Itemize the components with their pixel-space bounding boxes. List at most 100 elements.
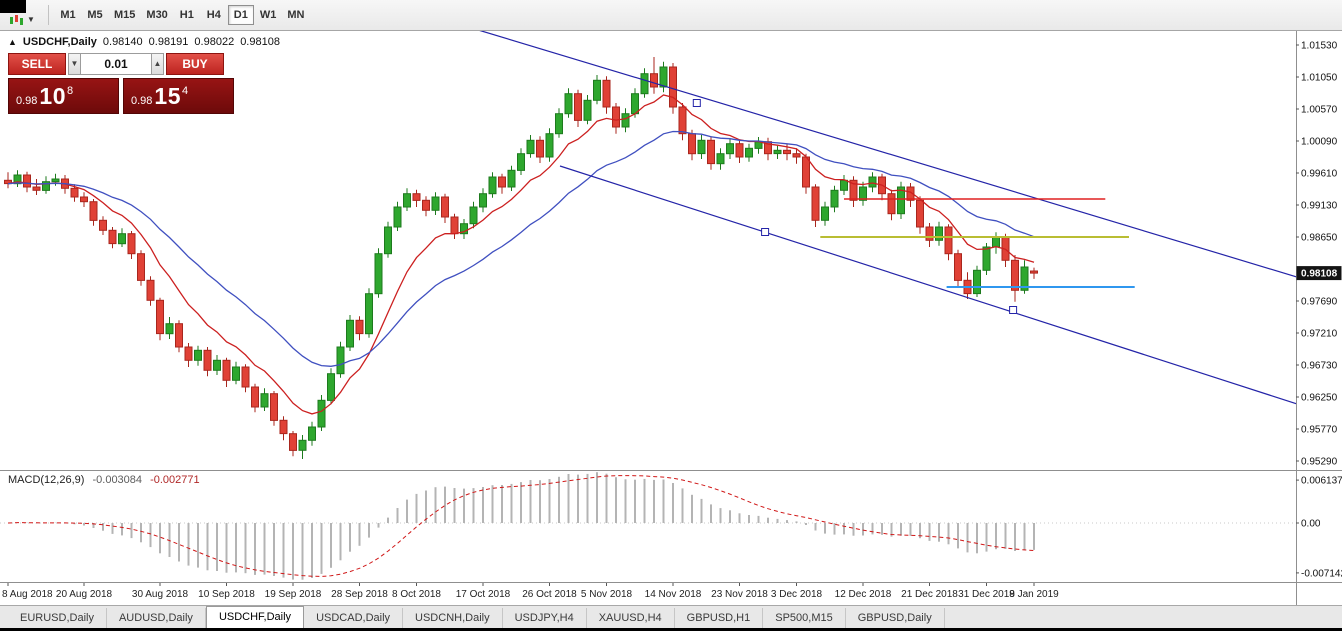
trendline-handle[interactable]: [1009, 306, 1018, 314]
volume-input[interactable]: [81, 53, 151, 75]
trendline-handle[interactable]: [761, 228, 770, 236]
descending-channel-lower[interactable]: [559, 165, 1296, 405]
toolbar-separator: [48, 5, 49, 25]
buy-price-display[interactable]: 0.98 15 4: [123, 78, 234, 114]
date-tick-label: 30 Aug 2018: [132, 589, 189, 600]
timeframe-button-d1[interactable]: D1: [227, 5, 254, 25]
price-tick-label: 0.95290: [1301, 457, 1338, 468]
current-price-value: 0.98108: [1301, 269, 1338, 280]
chart-tab-usdjpy-h4[interactable]: USDJPY,H4: [503, 608, 587, 628]
timeframe-button-m5[interactable]: M5: [82, 5, 108, 25]
low-value: 0.98022: [194, 36, 235, 48]
price-tick-label: 0.96730: [1301, 361, 1338, 372]
date-tick-label: 17 Oct 2018: [456, 589, 511, 600]
sell-price-display[interactable]: 0.98 10 8: [8, 78, 119, 114]
date-tick-label: 19 Sep 2018: [265, 589, 322, 600]
macd-tick-label: -0.007142: [1301, 568, 1342, 579]
current-price-badge: [1296, 266, 1342, 281]
volume-decrease-button[interactable]: ▼: [68, 53, 81, 75]
date-tick-label: 31 Dec 2018: [958, 589, 1015, 600]
macd-tick-label: 0.006137: [1301, 476, 1342, 487]
price-tick-label: 1.00570: [1301, 105, 1338, 116]
sell-price-sup: 8: [67, 84, 74, 97]
timeframe-button-h1[interactable]: H1: [174, 5, 200, 25]
close-value: 0.98108: [240, 36, 280, 48]
ma-fast-line[interactable]: [7, 94, 1035, 415]
timeframe-button-m30[interactable]: M30: [141, 5, 172, 25]
price-tick-label: 0.97210: [1301, 329, 1338, 340]
timeframe-button-m1[interactable]: M1: [55, 5, 81, 25]
date-tick-label: 20 Aug 2018: [56, 589, 113, 600]
timeframe-button-h4[interactable]: H4: [201, 5, 227, 25]
date-tick-label: 8 Oct 2018: [392, 589, 441, 600]
date-tick-label: 28 Sep 2018: [331, 589, 388, 600]
buy-button[interactable]: BUY: [166, 53, 224, 75]
macd-name: MACD(12,26,9): [8, 474, 85, 486]
date-tick-label: 14 Nov 2018: [645, 589, 702, 600]
open-value: 0.98140: [102, 36, 143, 48]
high-value: 0.98191: [148, 36, 189, 48]
buy-price-big: 15: [154, 82, 182, 109]
trendline-handle[interactable]: [692, 99, 701, 107]
price-tick-label: 0.95770: [1301, 425, 1338, 436]
triangle-up-icon: ▲: [153, 59, 162, 68]
date-tick-label: 9 Jan 2019: [1009, 589, 1059, 600]
date-axis: 8 Aug 2018 20 Aug 2018 30 Aug 2018 10 Sep 2…: [2, 583, 1059, 600]
date-tick-label: 12 Dec 2018: [835, 589, 892, 600]
chart-tab-usdchf-daily[interactable]: USDCHF,Daily: [205, 606, 305, 628]
price-tick-label: 1.01530: [1301, 41, 1338, 52]
macd-tick-label: 0.00: [1301, 519, 1321, 530]
one-click-collapse-icon[interactable]: ▲: [8, 37, 17, 47]
macd-pane: [0, 472, 1296, 580]
price-tick-label: 0.99130: [1301, 201, 1338, 212]
one-click-trading-panel: SELL ▼ ▲ BUY 0.98 10 8 0.98 15 4: [8, 53, 234, 114]
chart-tab-audusd-daily[interactable]: AUDUSD,Daily: [107, 608, 206, 628]
date-tick-label: 3 Dec 2018: [771, 589, 823, 600]
timeframe-button-w1[interactable]: W1: [255, 5, 282, 25]
price-tick-label: 0.97690: [1301, 297, 1338, 308]
date-tick-label: 23 Nov 2018: [711, 589, 768, 600]
price-tick-label: 1.01050: [1301, 73, 1338, 84]
macd-signal-value: -0.002771: [150, 474, 200, 486]
chart-tab-eurusd-daily[interactable]: EURUSD,Daily: [8, 608, 107, 628]
chart-tab-usdcnh-daily[interactable]: USDCNH,Daily: [403, 608, 503, 628]
chart-tab-usdcad-daily[interactable]: USDCAD,Daily: [304, 608, 404, 628]
descending-channel-upper[interactable]: [478, 30, 1296, 278]
date-tick-label: 8 Aug 2018: [2, 589, 53, 600]
buy-price-prefix: 0.98: [131, 94, 153, 107]
candlestick-chart-icon: [10, 15, 23, 25]
chevron-down-icon: ▼: [27, 15, 35, 24]
chart-tab-gbpusd-daily[interactable]: GBPUSD,Daily: [846, 608, 945, 628]
chart-tab-xauusd-h4[interactable]: XAUUSD,H4: [587, 608, 675, 628]
ma-slow-line[interactable]: [7, 130, 1035, 367]
sell-price-prefix: 0.98: [16, 94, 38, 107]
macd-value: -0.003084: [92, 474, 143, 486]
window-corner: [0, 0, 26, 13]
price-axis: 1.01530 1.01050 1.00570 1.00090 0.99610 0.991…: [1296, 41, 1342, 468]
chart-tab-gbpusd-h1[interactable]: GBPUSD,H1: [675, 608, 764, 628]
triangle-down-icon: ▼: [70, 59, 79, 68]
sell-button[interactable]: SELL: [8, 53, 66, 75]
chart-tab-bar: EURUSD,Daily AUDUSD,Daily USDCHF,Daily USDC…: [0, 605, 1342, 629]
timeframe-button-mn[interactable]: MN: [282, 5, 309, 25]
buy-price-sup: 4: [182, 84, 189, 97]
date-tick-label: 10 Sep 2018: [198, 589, 255, 600]
sell-price-big: 10: [39, 82, 67, 109]
volume-increase-button[interactable]: ▲: [151, 53, 164, 75]
price-tick-label: 1.00090: [1301, 137, 1338, 148]
bottom-black-bar: [0, 628, 1342, 631]
date-tick-label: 5 Nov 2018: [581, 589, 633, 600]
chart-type-button[interactable]: ▼: [5, 12, 39, 28]
chart-ohlc-label: ▲ USDCHF,Daily 0.98140 0.98191 0.98022 0…: [8, 36, 280, 48]
timeframe-button-m15[interactable]: M15: [109, 5, 140, 25]
macd-signal-line: [7, 475, 1035, 577]
price-tick-label: 0.99610: [1301, 169, 1338, 180]
chart-tab-sp500-m15[interactable]: SP500,M15: [763, 608, 846, 628]
macd-indicator-label: MACD(12,26,9) -0.003084 -0.002771: [8, 474, 200, 486]
price-tick-label: 0.96250: [1301, 393, 1338, 404]
price-tick-label: 0.98650: [1301, 233, 1338, 244]
candlestick-series: [4, 57, 1038, 459]
symbol-label: USDCHF,Daily: [22, 36, 97, 48]
top-toolbar: ▼ M1 M5 M15 M30 H1 H4 D1 W1 MN: [0, 0, 1342, 31]
